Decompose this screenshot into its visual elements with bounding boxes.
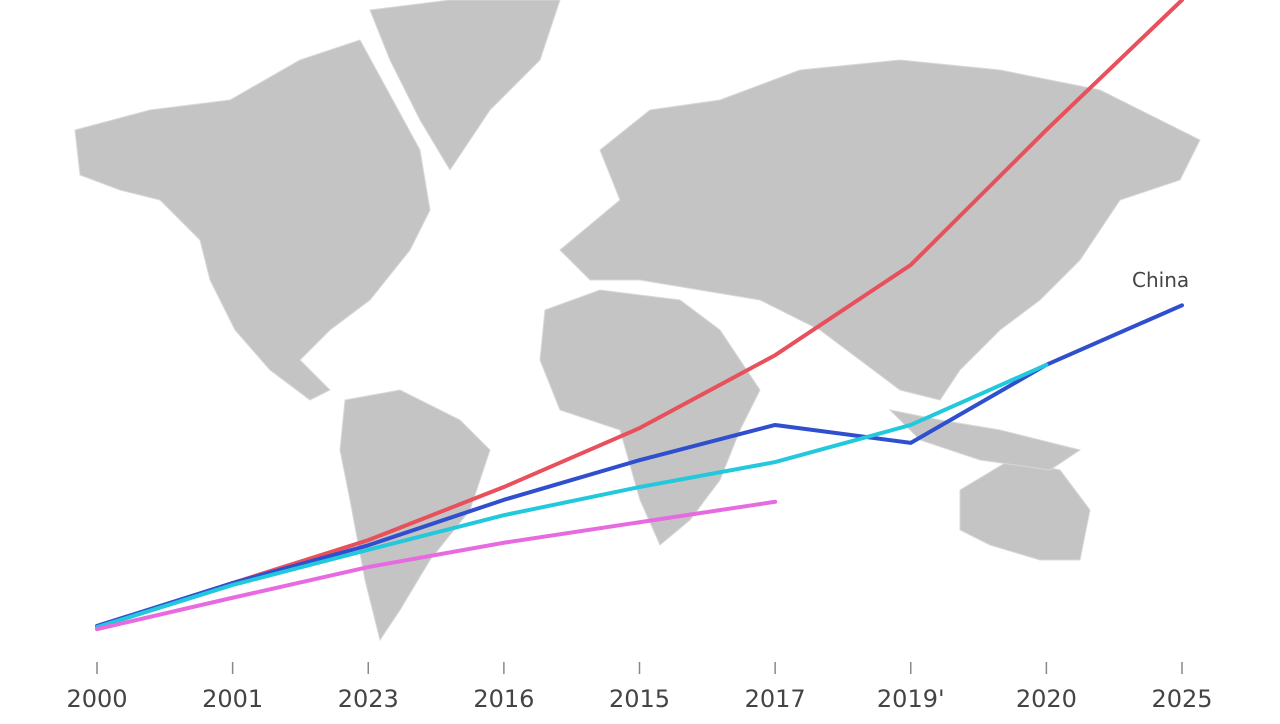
x-tick-label: 2025	[1151, 685, 1212, 713]
plot-lines: China	[95, 0, 1189, 632]
x-tick-label: 2001	[202, 685, 263, 713]
series-label: China	[1132, 268, 1189, 292]
x-tick-label: 2017	[745, 685, 806, 713]
x-tick-label: 2000	[66, 685, 127, 713]
x-tick-label: 2019'	[877, 685, 945, 713]
x-tick-label: 2023	[338, 685, 399, 713]
series-line	[95, 362, 1049, 630]
x-tick-label: 2016	[473, 685, 534, 713]
x-tick-label: 2020	[1016, 685, 1077, 713]
series-line	[95, 303, 1184, 628]
x-tick-label: 2015	[609, 685, 670, 713]
x-axis: 2000 2001 2023 2016 2015 2017 2019' 2020 2025	[66, 662, 1213, 713]
series-line	[95, 499, 778, 632]
world-map	[74, 0, 1201, 642]
